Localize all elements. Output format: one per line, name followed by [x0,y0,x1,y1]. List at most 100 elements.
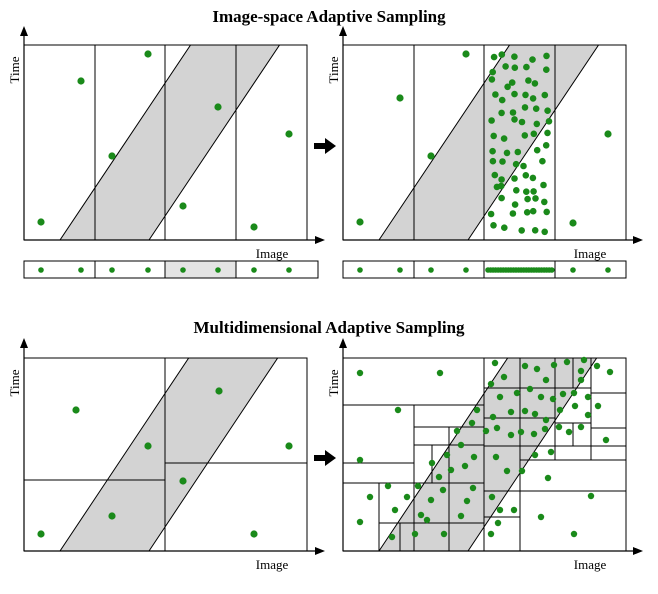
sample-point [549,267,555,273]
sample-point [530,430,538,438]
sample-point [215,387,223,395]
sample-point [541,198,548,206]
panel-multidimensional-after: Time Image [326,338,643,572]
strip-image-space-before [23,260,319,279]
sample-point [602,436,610,444]
sample-point [77,77,85,85]
sample-point [584,411,592,419]
subdivision-cell [519,490,627,552]
sample-point [570,267,576,273]
time-axis-arrowhead-icon [20,338,28,348]
sample-point [521,407,529,415]
sample-point [500,135,508,142]
sample-point [251,267,257,273]
sample-point [496,393,504,401]
sample-point [489,68,497,76]
sample-point [504,83,511,91]
sample-point [489,413,497,421]
sample-point [499,158,506,165]
sample-point [453,427,461,435]
strip-image-space-after [342,260,627,279]
sample-point [498,51,506,58]
sample-point [529,95,537,102]
sample-point [488,493,496,501]
time-axis-label: Time [326,369,341,396]
sample-point [511,116,518,123]
sample-point [384,482,392,490]
sample-points [356,356,614,541]
sample-point [493,424,501,432]
sample-point [443,451,451,459]
sample-point [570,389,578,397]
panel-image-space-before: Time Image [7,26,325,261]
sample-point [571,402,579,410]
sample-point [250,530,258,538]
sample-point [517,428,525,436]
sample-point [38,267,44,273]
sample-point [396,94,404,102]
sample-point [523,63,530,71]
sample-point [542,142,550,149]
time-axis-label: Time [7,56,22,83]
sample-point [215,267,221,273]
sample-point [529,56,536,63]
sample-point [541,425,549,433]
sample-point [461,462,469,470]
sample-point [488,76,496,83]
sample-point [108,512,116,520]
sample-points [37,50,293,231]
subdivision-cell [342,357,485,406]
image-axis-label: Image [256,246,289,261]
sample-point [518,118,526,126]
sample-point [525,77,532,84]
strip-highlight [165,261,236,278]
sample-point [511,201,519,208]
subdivision-cell [413,426,450,446]
sample-point [502,63,509,70]
image-axis-arrowhead-icon [315,547,325,555]
sample-point [498,194,505,202]
sample-point [526,385,534,393]
sample-point [494,519,502,527]
sample-point [524,195,531,203]
sample-point [530,188,537,195]
sample-point [439,486,447,494]
sample-point [487,380,495,388]
sample-point [523,188,530,195]
sample-point [492,453,500,461]
sample-points [37,387,293,538]
sample-point [356,218,364,226]
sample-point [580,356,588,364]
sample-point [470,453,478,461]
sample-point [490,132,498,140]
sample-point [427,496,435,504]
sample-point [514,148,522,156]
sample-point [543,52,550,60]
time-axis-label: Time [7,369,22,396]
sample-point [489,147,496,155]
sample-point [285,130,293,138]
sample-point [594,402,602,410]
sample-point [531,227,539,234]
sample-point [435,473,443,481]
sample-point [556,406,564,414]
sample-point [532,195,539,202]
sample-point [550,361,558,369]
sample-point [522,91,529,99]
sample-point [503,149,511,157]
sample-point [541,91,549,99]
image-axis-arrowhead-icon [633,547,643,555]
sample-point [498,176,505,183]
sample-point [394,406,402,414]
sample-point [547,448,555,456]
sample-point [542,376,550,384]
sample-point [604,130,612,138]
sample-point [531,80,539,87]
sample-point [145,267,151,273]
sample-point [417,511,425,519]
sample-point [500,373,508,381]
sample-point [356,518,364,526]
sample-point [543,208,550,216]
subdivision-cell [590,392,627,429]
sample-point [488,117,495,124]
